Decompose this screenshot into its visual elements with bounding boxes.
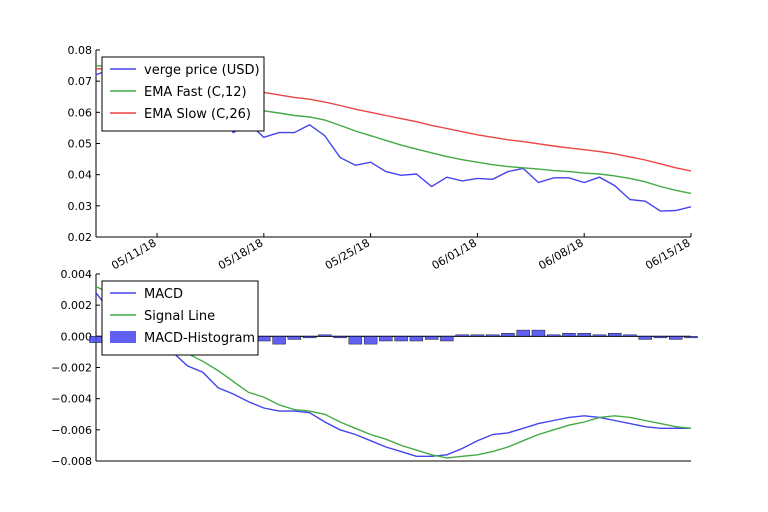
y-tick-label: 0.05 xyxy=(68,138,93,151)
histogram-bar xyxy=(470,334,485,337)
histogram-bar xyxy=(577,333,591,337)
y-tick-label: 0.08 xyxy=(68,44,93,57)
histogram-bar xyxy=(485,334,500,337)
histogram-bar xyxy=(318,334,332,337)
histogram-bar xyxy=(363,336,378,345)
macd-line xyxy=(95,292,691,457)
histogram-bar xyxy=(89,336,103,343)
y-tick-label: −0.008 xyxy=(51,455,92,468)
histogram-bar xyxy=(516,329,530,337)
histogram-bar xyxy=(623,334,637,337)
x-tick-label: 06/01/18 xyxy=(430,236,479,272)
histogram-bar xyxy=(440,336,454,342)
histogram-bar xyxy=(333,336,347,339)
legend-label: MACD-Histogram xyxy=(144,331,255,346)
histogram-bar xyxy=(669,336,683,340)
y-tick-label: 0.002 xyxy=(61,299,93,312)
histogram-bar xyxy=(684,336,698,339)
histogram-bar xyxy=(302,336,317,339)
legend-label: EMA Fast (C,12) xyxy=(144,85,247,100)
histogram-bar xyxy=(257,336,271,342)
histogram-bar xyxy=(424,336,439,340)
y-tick-label: 0.06 xyxy=(68,106,93,119)
legend-swatch xyxy=(110,331,136,343)
y-tick-label: 0.02 xyxy=(68,231,93,244)
y-tick-label: −0.004 xyxy=(51,393,92,406)
y-tick-label: −0.006 xyxy=(51,424,92,437)
histogram-bar xyxy=(608,333,622,337)
histogram-bar xyxy=(272,336,286,345)
legend-label: Signal Line xyxy=(144,309,215,324)
price-panel: 0.02 0.03 0.04 0.05 0.06 0.07 0.08 05/11/18 05/1… xyxy=(68,44,693,272)
x-tick-label: 05/25/18 xyxy=(323,236,372,272)
y-tick-label: 0.004 xyxy=(61,268,93,281)
x-tick-label: 05/11/18 xyxy=(109,236,158,272)
histogram-bar xyxy=(409,336,424,342)
histogram-bar xyxy=(348,336,363,345)
histogram-bar xyxy=(379,336,393,342)
signal-line-line xyxy=(95,285,692,459)
x-tick-label: 06/15/18 xyxy=(643,236,692,272)
legend: MACD Signal Line MACD-Histogram xyxy=(101,280,259,356)
y-tick-label: 0.03 xyxy=(68,200,93,213)
histogram-bar xyxy=(592,334,607,337)
y-tick-label: 0.07 xyxy=(68,75,93,88)
histogram-bar xyxy=(455,334,469,337)
legend-label: EMA Slow (C,26) xyxy=(144,107,251,122)
histogram-bar xyxy=(501,333,515,337)
y-tick-label: 0.000 xyxy=(61,330,93,343)
x-tick-label: 06/08/18 xyxy=(536,236,585,272)
histogram-bar xyxy=(547,334,561,337)
y-tick-label: −0.002 xyxy=(51,362,92,375)
histogram-bar xyxy=(638,336,652,340)
macd-panel: −0.008 −0.006 −0.004 −0.002 0.000 0.002 0.004 M… xyxy=(51,268,698,468)
histogram-bar xyxy=(653,336,668,339)
legend-label: verge price (USD) xyxy=(144,63,260,78)
legend-label: MACD xyxy=(144,287,183,302)
histogram-bar xyxy=(531,329,546,337)
histogram-bar xyxy=(287,336,302,340)
x-tick-label: 05/18/18 xyxy=(216,236,265,272)
legend: verge price (USD) EMA Fast (C,12) EMA Slow… xyxy=(101,56,265,132)
y-tick-label: 0.04 xyxy=(68,169,93,182)
histogram-bar xyxy=(562,333,576,337)
histogram-bar xyxy=(394,336,408,342)
